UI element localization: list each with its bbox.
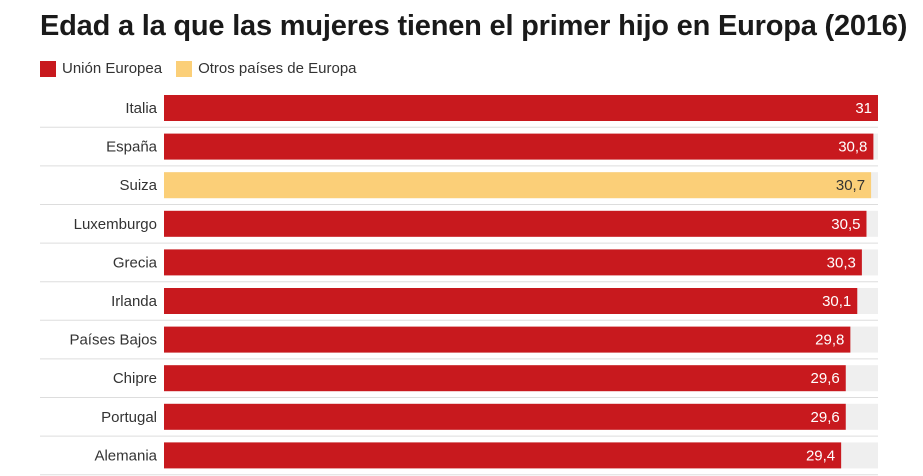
legend-swatch-other: [176, 60, 193, 77]
value-label-portugal: 29,6: [811, 409, 840, 426]
bar-luxemburgo[interactable]: [164, 210, 867, 237]
bar-suiza[interactable]: [164, 172, 872, 199]
legend-item-other[interactable]: Otros países de Europa: [176, 60, 357, 77]
category-label-alemania: Alemania: [94, 447, 157, 464]
category-label-irlanda: Irlanda: [111, 293, 158, 310]
bar-espana[interactable]: [164, 133, 874, 160]
legend-item-eu[interactable]: Unión Europea: [40, 60, 162, 77]
legend: Unión Europea Otros países de Europa: [40, 60, 371, 77]
category-label-portugal: Portugal: [101, 409, 157, 426]
legend-label-eu: Unión Europea: [62, 60, 163, 77]
value-label-alemania: 29,4: [806, 447, 835, 464]
bar-irlanda[interactable]: [164, 288, 858, 314]
chart-title: Edad a la que las mujeres tienen el prim…: [40, 10, 908, 42]
value-label-grecia: 30,3: [827, 254, 856, 271]
bar-portugal[interactable]: [164, 403, 846, 430]
category-label-suiza: Suiza: [119, 177, 157, 194]
value-label-chipre: 29,6: [811, 370, 840, 387]
bar-alemania[interactable]: [164, 442, 842, 469]
category-label-luxemburgo: Luxemburgo: [74, 216, 157, 233]
category-label-italia: Italia: [125, 100, 157, 117]
category-label-chipre: Chipre: [113, 370, 157, 387]
bar-chipre[interactable]: [164, 365, 846, 392]
bar-grecia[interactable]: [164, 249, 862, 276]
value-label-paises-bajos: 29,8: [815, 332, 844, 349]
category-label-espana: España: [106, 139, 158, 156]
value-label-suiza: 30,7: [836, 177, 865, 194]
value-label-italia: 31: [855, 100, 872, 117]
category-label-grecia: Grecia: [113, 254, 158, 271]
bar-paises-bajos[interactable]: [164, 326, 851, 353]
value-label-irlanda: 30,1: [822, 293, 851, 310]
category-label-paises-bajos: Países Bajos: [69, 332, 157, 349]
legend-label-other: Otros países de Europa: [198, 60, 357, 77]
value-label-espana: 30,8: [838, 139, 867, 156]
bar-italia[interactable]: [164, 95, 878, 121]
value-label-luxemburgo: 30,5: [831, 216, 860, 233]
legend-swatch-eu: [40, 60, 56, 77]
